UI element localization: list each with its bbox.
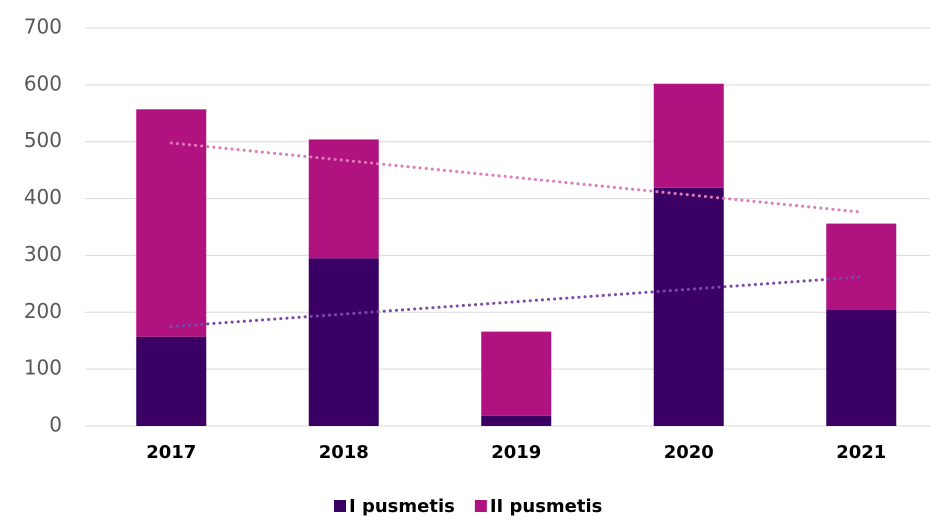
bar-segment (308, 258, 379, 426)
bar-segment (481, 331, 552, 416)
trendline (169, 141, 863, 214)
trendline (169, 275, 863, 328)
legend-swatch (474, 500, 487, 512)
y-tick-label: 700 (24, 15, 62, 39)
x-tick-label: 2018 (319, 442, 369, 463)
y-tick-label: 0 (49, 413, 62, 437)
y-tick-label: 200 (24, 299, 62, 323)
y-tick-label: 100 (24, 356, 62, 380)
legend-label: I pusmetis (349, 496, 455, 517)
x-tick-label: 2017 (146, 442, 196, 463)
x-tick-label: 2019 (491, 442, 541, 463)
y-tick-label: 300 (24, 242, 62, 266)
y-tick-label: 600 (24, 71, 62, 95)
x-tick-label: 2020 (664, 442, 714, 463)
y-tick-label: 400 (24, 185, 62, 209)
bar-segment (826, 310, 897, 426)
legend-swatch (334, 500, 346, 512)
x-tick-label: 2021 (836, 442, 886, 463)
bar-segment (136, 336, 207, 426)
bar-segment (826, 223, 897, 311)
bar-segment (653, 83, 724, 188)
y-tick-label: 500 (24, 128, 62, 152)
legend-label: II pusmetis (490, 496, 603, 517)
bar-segment (136, 109, 207, 337)
bar-segment (308, 139, 379, 259)
bar-segment (481, 415, 552, 426)
bar-segment (653, 187, 724, 426)
